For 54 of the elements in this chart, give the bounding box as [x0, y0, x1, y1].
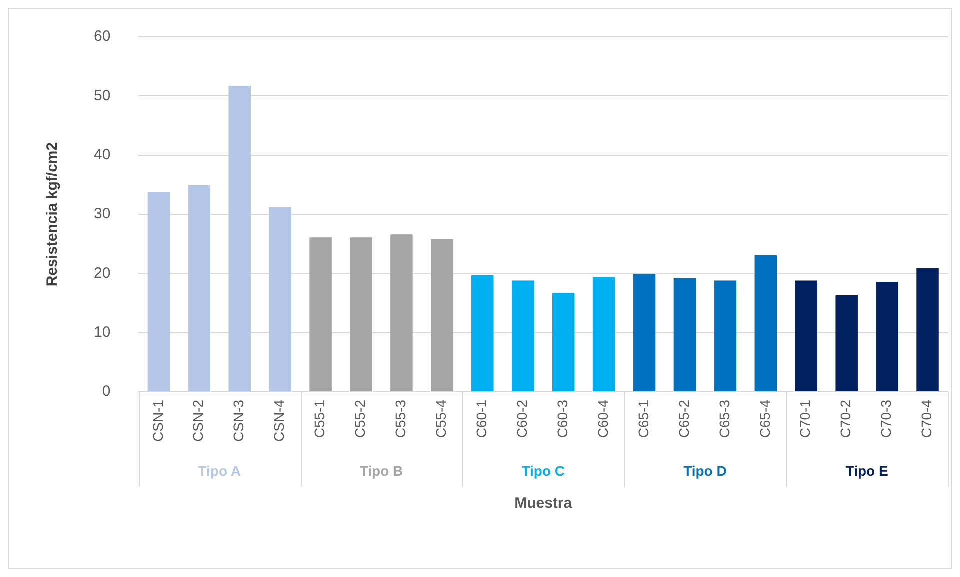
text: Tipo E	[846, 462, 888, 479]
y-tick-label: 30	[94, 206, 111, 223]
y-tick-label: 50	[94, 87, 111, 104]
text: Tipo B	[360, 462, 404, 479]
bar	[633, 274, 656, 392]
bar	[228, 86, 251, 392]
x-tick-label: C65-2	[676, 400, 692, 438]
bar	[390, 234, 413, 392]
bar	[350, 238, 372, 392]
y-axis-title: Resistencia kgf/cm2	[44, 142, 62, 287]
y-tick-label: 20	[94, 264, 111, 282]
x-tick-label: C55-2	[352, 400, 368, 438]
text: Tipo A	[198, 462, 242, 479]
bar	[310, 238, 332, 392]
x-tick-label: C60-2	[514, 400, 530, 438]
x-tick-label: C70-2	[838, 400, 854, 438]
x-tick-label: C70-4	[918, 400, 935, 438]
x-tick-label: C65-4	[756, 400, 773, 438]
x-tick-label: CSN-2	[190, 400, 206, 442]
x-tick-label: C65-1	[635, 400, 652, 438]
bar	[269, 207, 292, 392]
y-tick-label: 40	[94, 146, 111, 164]
bar	[552, 293, 575, 392]
bar	[876, 282, 898, 392]
y-tick-label: 10	[94, 324, 111, 341]
bar	[472, 275, 494, 392]
x-tick-label: C60-1	[474, 400, 490, 438]
bar	[148, 192, 170, 392]
x-tick-label: C55-1	[312, 400, 328, 438]
x-tick-label: C55-3	[392, 400, 409, 438]
x-tick-label: CSN-4	[271, 400, 288, 442]
bar	[512, 280, 534, 392]
x-tick-label: CSN-3	[230, 400, 247, 442]
bar	[795, 280, 818, 392]
bar	[754, 255, 778, 392]
x-tick-label: CSN-1	[150, 400, 166, 442]
bar	[916, 268, 939, 392]
bar	[431, 239, 454, 392]
x-tick-label: C60-4	[594, 400, 611, 438]
bar	[714, 280, 737, 392]
text: Tipo C	[522, 462, 565, 479]
y-tick-label: 60	[94, 28, 111, 46]
x-axis-title: Muestra	[514, 495, 573, 512]
x-tick-label: C55-4	[433, 400, 450, 438]
x-tick-label: C70-1	[797, 400, 814, 438]
bar	[836, 296, 858, 392]
x-tick-label: C60-3	[554, 400, 570, 438]
x-tick-label: C65-3	[716, 400, 732, 438]
y-tick-label: 0	[102, 383, 111, 400]
x-tick-label: C70-3	[878, 400, 894, 438]
text: Tipo D	[684, 462, 727, 479]
bar	[674, 278, 696, 392]
bar	[188, 186, 211, 392]
bar	[592, 277, 616, 392]
